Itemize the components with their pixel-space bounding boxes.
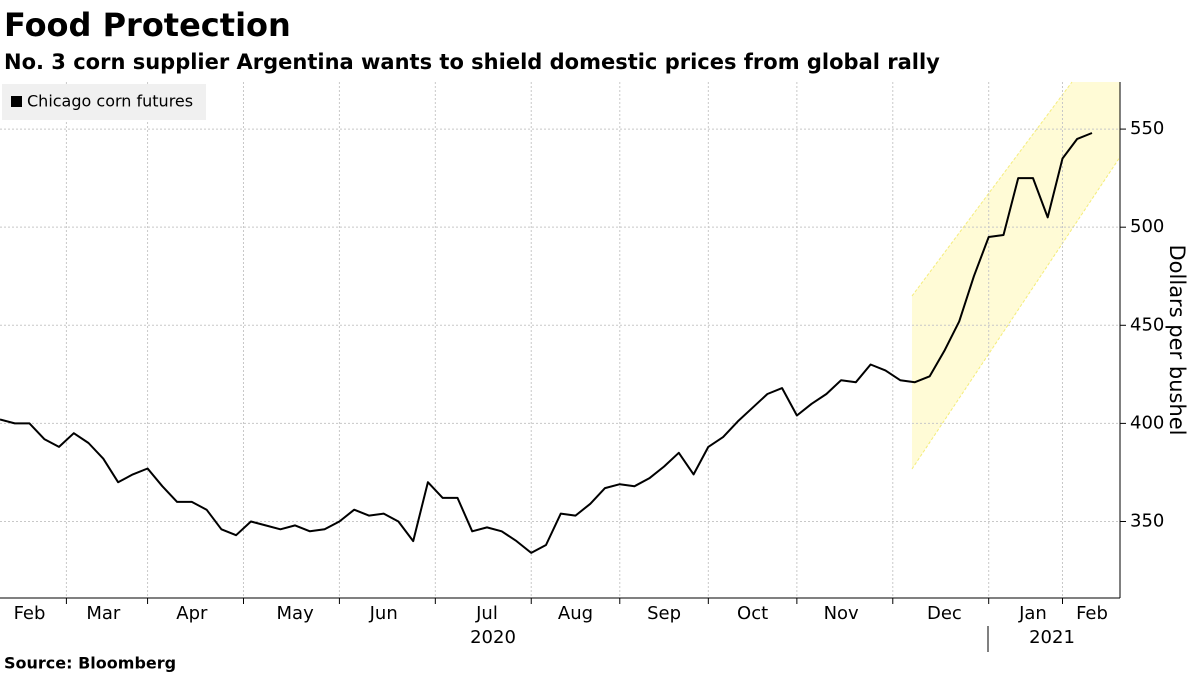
channel-lower <box>911 156 1121 470</box>
source: Source: Bloomberg <box>4 654 176 673</box>
x-tick-label: Jun <box>369 603 398 624</box>
legend <box>2 84 206 120</box>
series-line <box>0 132 1093 554</box>
x-tick-label: Sep <box>647 603 681 624</box>
trend-channel <box>912 82 1120 469</box>
x-tick-label: Nov <box>824 603 859 624</box>
y-tick-label: 500 <box>1130 216 1164 237</box>
x-tick-label: Aug <box>558 603 593 624</box>
year-label: 2020 <box>470 627 516 648</box>
chart-subtitle: No. 3 corn supplier Argentina wants to s… <box>4 50 940 74</box>
x-tick-label: Mar <box>86 603 121 624</box>
x-tick-label: Jan <box>1018 603 1047 624</box>
x-tick-label: Oct <box>737 603 768 624</box>
x-tick-label: Feb <box>1076 603 1108 624</box>
x-tick-label: May <box>277 603 315 624</box>
x-tick-label: Feb <box>14 603 46 624</box>
channel-upper <box>911 81 1073 297</box>
x-tick-label: Jul <box>475 603 498 624</box>
legend-swatch <box>11 96 22 107</box>
grid <box>0 82 1126 604</box>
legend-label: Chicago corn futures <box>27 92 193 111</box>
y-tick-label: 450 <box>1130 314 1164 335</box>
y-axis-label: Dollars per bushel <box>1165 244 1189 435</box>
chart-title: Food Protection <box>4 6 291 44</box>
plot <box>0 132 1093 554</box>
y-tick-label: 350 <box>1130 510 1164 531</box>
y-tick-label: 550 <box>1130 118 1164 139</box>
x-tick-label: Dec <box>927 603 962 624</box>
x-tick-label: Apr <box>176 603 208 624</box>
y-tick-label: 400 <box>1130 412 1164 433</box>
year-label: 2021 <box>1029 627 1075 648</box>
